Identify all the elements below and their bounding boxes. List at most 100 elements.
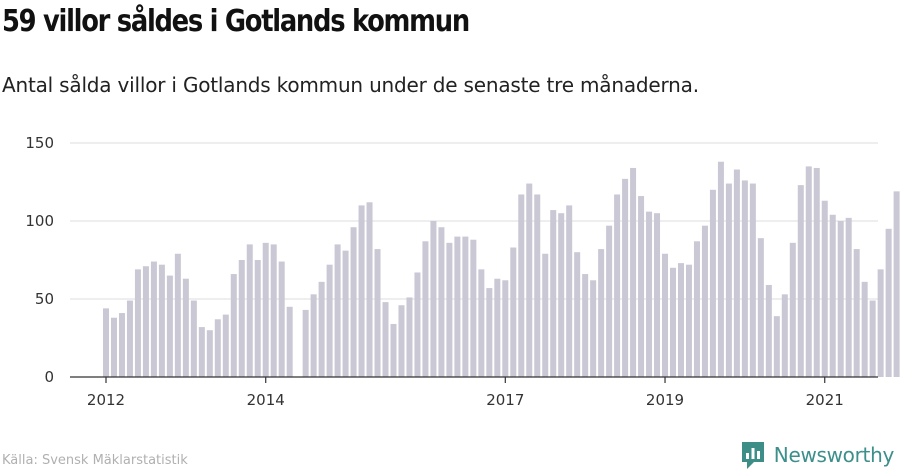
bar <box>358 205 365 377</box>
bar <box>829 214 836 377</box>
bar <box>182 278 189 377</box>
bar <box>534 194 541 377</box>
bar <box>302 309 309 377</box>
x-tick-label: 2021 <box>806 391 844 409</box>
source-note: Källa: Svensk Mäklarstatistik <box>2 453 188 468</box>
bar <box>701 225 708 377</box>
bar <box>430 221 437 377</box>
bar <box>749 183 756 377</box>
y-tick-label: 0 <box>44 368 54 386</box>
x-tick-label: 2014 <box>247 391 285 409</box>
bar <box>797 185 804 377</box>
bar <box>422 241 429 377</box>
bar <box>238 260 245 377</box>
y-tick-label: 100 <box>25 212 54 230</box>
bar <box>518 194 525 377</box>
bar <box>470 239 477 377</box>
bar <box>765 284 772 377</box>
bar <box>126 300 133 377</box>
brand-logo[interactable]: Newsworthy <box>740 440 894 470</box>
bar <box>805 166 812 377</box>
bar <box>150 261 157 377</box>
page-subtitle: Antal sålda villor i Gotlands kommun und… <box>2 73 699 97</box>
bar <box>103 308 109 377</box>
bar <box>685 264 692 377</box>
bar <box>654 213 661 377</box>
bar <box>222 314 229 377</box>
bar <box>254 260 261 377</box>
bar <box>670 267 677 377</box>
bar <box>582 274 589 377</box>
bar <box>574 252 581 377</box>
bar <box>334 244 341 377</box>
bar <box>606 225 613 377</box>
bar <box>406 297 413 377</box>
page-title: 59 villor såldes i Gotlands kommun <box>2 4 470 39</box>
bar <box>166 275 173 377</box>
bar <box>821 200 828 377</box>
x-tick-label: 2012 <box>87 391 125 409</box>
bar <box>733 169 740 377</box>
y-tick-label: 150 <box>25 134 54 152</box>
bar <box>214 319 221 377</box>
bar <box>638 196 645 377</box>
bar <box>390 323 397 377</box>
bar <box>566 205 573 377</box>
newsworthy-logo-icon <box>741 442 764 469</box>
bar <box>110 317 117 377</box>
bar <box>542 253 549 377</box>
bar <box>590 280 597 377</box>
bar <box>614 194 621 377</box>
bar <box>342 250 349 377</box>
x-tick-label: 2017 <box>486 391 524 409</box>
bar <box>310 294 317 377</box>
bar <box>526 183 533 377</box>
bar <box>158 264 165 377</box>
bar <box>262 242 269 377</box>
bar <box>438 227 445 377</box>
x-tick-label: 2019 <box>646 391 684 409</box>
bar <box>781 294 788 377</box>
bar <box>326 264 333 377</box>
bar <box>550 210 557 377</box>
bar <box>230 274 237 377</box>
brand-name: Newsworthy <box>773 443 895 467</box>
bar <box>693 241 700 377</box>
bar <box>510 247 517 377</box>
bar <box>662 253 669 377</box>
bar <box>630 167 637 377</box>
bar <box>598 249 605 377</box>
bar <box>893 191 900 377</box>
bar <box>813 167 820 377</box>
bar <box>246 244 253 377</box>
bar <box>725 183 732 377</box>
bar <box>414 272 421 377</box>
bar-chart: 0501001505920122014201720192021 <box>25 134 900 409</box>
bar <box>741 180 748 377</box>
y-tick-label: 50 <box>35 290 54 308</box>
bar <box>885 228 892 377</box>
bar <box>270 244 277 377</box>
bar <box>717 161 724 377</box>
bar <box>134 269 141 377</box>
bar <box>494 278 501 377</box>
bar <box>478 269 485 377</box>
bar <box>174 253 181 377</box>
bar <box>318 281 325 377</box>
bar <box>366 202 373 377</box>
bar <box>646 211 653 377</box>
bar <box>446 242 453 377</box>
bar <box>877 269 884 377</box>
bar <box>278 261 285 377</box>
bar <box>709 189 716 377</box>
bar <box>869 300 876 377</box>
bar <box>142 266 149 377</box>
bar <box>677 263 684 377</box>
bar <box>845 217 852 377</box>
bar <box>206 330 213 377</box>
bar <box>861 281 868 377</box>
bar <box>462 236 469 377</box>
bar <box>382 302 389 377</box>
bar <box>398 305 405 377</box>
bar <box>486 288 493 377</box>
